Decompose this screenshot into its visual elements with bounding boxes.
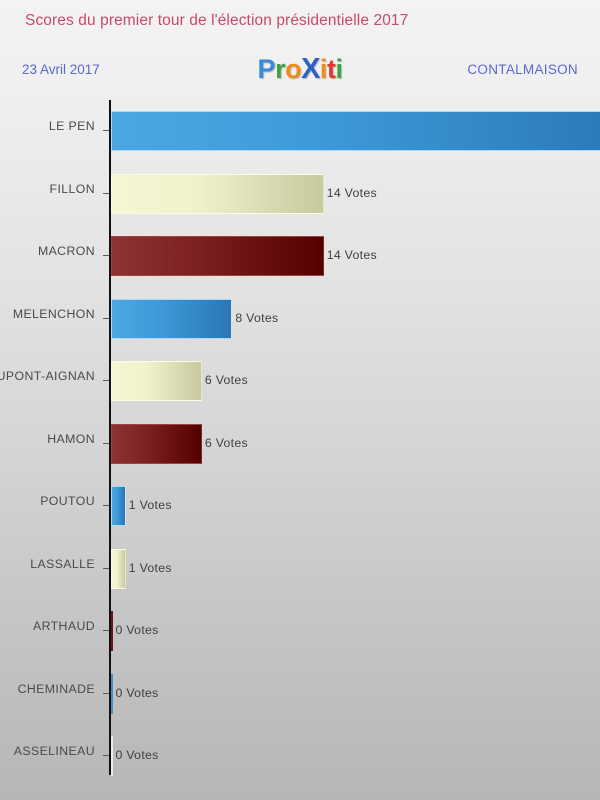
logo-letter-7: i bbox=[335, 54, 343, 84]
candidate-label: POUTOU bbox=[40, 494, 95, 508]
logo-letter-3: o bbox=[285, 54, 302, 84]
logo-letter-6: t bbox=[326, 54, 336, 84]
bar-hamon[interactable] bbox=[110, 423, 202, 464]
commune-name: CONTALMAISON bbox=[467, 62, 578, 77]
candidate-label: MACRON bbox=[37, 244, 95, 258]
candidate-label: ASSELINEAU bbox=[13, 744, 95, 758]
bar-value-label: 1 Votes bbox=[128, 498, 172, 512]
bar-le-pen[interactable] bbox=[110, 111, 600, 151]
axis-tick bbox=[103, 255, 109, 257]
logo-letter-1: P bbox=[257, 54, 276, 84]
candidate-label: HAMON bbox=[47, 431, 95, 446]
bar-row: CHEMINADE 0 Votes bbox=[0, 663, 600, 726]
bar-value-label: 0 Votes bbox=[115, 623, 159, 637]
bar-chart: LE PEN35 Votes FILLON 14 Votes MACRON 14 Vot… bbox=[0, 95, 600, 800]
report-header: Scores du premier tour de l'élection pré… bbox=[0, 0, 600, 95]
y-axis-line bbox=[109, 100, 111, 775]
axis-tick bbox=[103, 192, 109, 194]
logo-letter-5: i bbox=[319, 54, 328, 84]
bar-value-label: 6 Votes bbox=[204, 373, 248, 387]
axis-tick bbox=[103, 505, 109, 507]
report-date: 23 Avril 2017 bbox=[22, 62, 100, 77]
candidate-label: LE PEN bbox=[48, 119, 95, 133]
bar-melenchon[interactable] bbox=[110, 298, 233, 339]
bar-row: POUTOU 1 Votes bbox=[0, 475, 600, 538]
bar-row: LASSALLE 1 Votes bbox=[0, 538, 600, 601]
bar-asselineau[interactable] bbox=[110, 736, 113, 776]
bar-row: FILLON 14 Votes bbox=[0, 163, 600, 226]
bar-row: HAMON 6 Votes bbox=[0, 413, 600, 476]
bar-dupont-aignan[interactable] bbox=[110, 361, 202, 401]
logo-letter-4: X bbox=[301, 53, 320, 85]
bar-row: LE PEN35 Votes bbox=[0, 100, 600, 163]
bar-value-label: 6 Votes bbox=[204, 435, 248, 450]
axis-tick bbox=[103, 630, 109, 632]
axis-tick bbox=[103, 567, 109, 569]
candidate-label: MELENCHON bbox=[12, 306, 95, 321]
bar-lassalle[interactable] bbox=[110, 548, 126, 589]
bar-value-label: 0 Votes bbox=[115, 748, 159, 762]
bar-value-label: 0 Votes bbox=[115, 685, 159, 700]
bar-row: MACRON 14 Votes bbox=[0, 225, 600, 288]
axis-tick bbox=[103, 442, 109, 444]
bar-value-label: 14 Votes bbox=[326, 248, 377, 262]
axis-tick bbox=[103, 755, 109, 757]
bar-row: MELENCHON 8 Votes bbox=[0, 288, 600, 351]
proxiti-logo[interactable]: ProXiti bbox=[0, 53, 600, 85]
candidate-label: DUPONT-AIGNAN bbox=[0, 369, 95, 383]
axis-tick bbox=[103, 692, 109, 694]
page-title: Scores du premier tour de l'élection pré… bbox=[25, 12, 409, 29]
logo-letter-2: r bbox=[275, 54, 286, 84]
axis-tick bbox=[103, 380, 109, 382]
axis-tick bbox=[103, 317, 109, 319]
bar-row: ARTHAUD 0 Votes bbox=[0, 600, 600, 663]
candidate-label: CHEMINADE bbox=[17, 681, 95, 696]
bar-value-label: 14 Votes bbox=[326, 185, 377, 200]
bar-arthaud[interactable] bbox=[110, 611, 113, 651]
bar-macron[interactable] bbox=[110, 236, 324, 276]
meta-row: 23 Avril 2017 ProXiti CONTALMAISON bbox=[0, 53, 600, 85]
candidate-label: FILLON bbox=[49, 181, 95, 196]
bar-value-label: 8 Votes bbox=[235, 310, 279, 325]
bar-value-label: 1 Votes bbox=[128, 560, 172, 575]
bar-row: ASSELINEAU 0 Votes bbox=[0, 725, 600, 788]
bar-cheminade[interactable] bbox=[110, 673, 113, 714]
candidate-label: LASSALLE bbox=[30, 556, 95, 571]
candidate-label: ARTHAUD bbox=[32, 619, 95, 633]
bar-row: DUPONT-AIGNAN 6 Votes bbox=[0, 350, 600, 413]
bar-fillon[interactable] bbox=[110, 173, 324, 214]
bar-poutou[interactable] bbox=[110, 486, 126, 526]
axis-tick bbox=[103, 130, 109, 132]
